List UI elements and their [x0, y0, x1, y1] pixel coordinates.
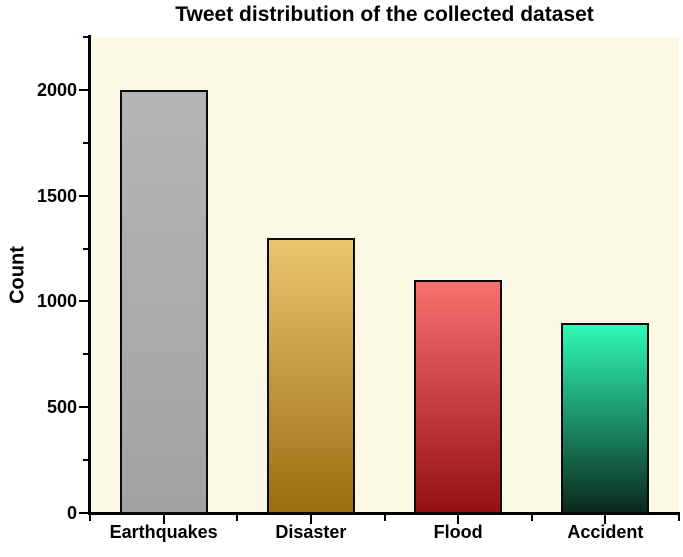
- x-major-tick: [309, 515, 312, 524]
- y-tick-label-1000: 1000: [36, 291, 77, 312]
- category-label-disaster: Disaster: [275, 522, 347, 542]
- x-minor-tick: [236, 515, 239, 521]
- bar-accident: [561, 322, 650, 514]
- y-tick-label-1500: 1500: [36, 185, 77, 206]
- y-tick-label-500: 500: [46, 397, 77, 418]
- x-major-tick: [457, 515, 460, 524]
- x-major-tick: [162, 515, 165, 524]
- category-label-earthquakes: Earthquakes: [109, 522, 218, 542]
- y-minor-tick: [83, 36, 89, 38]
- y-minor-tick: [83, 141, 89, 144]
- y-minor-tick: [83, 353, 89, 356]
- x-minor-tick: [89, 515, 91, 521]
- chart-title: Tweet distribution of the collected data…: [175, 3, 594, 26]
- y-major-tick: [79, 88, 89, 91]
- category-label-accident: Accident: [567, 522, 644, 542]
- bar-flood: [414, 280, 503, 514]
- y-tick-label-2000: 2000: [36, 79, 77, 100]
- y-minor-tick: [83, 459, 89, 462]
- y-major-tick: [79, 194, 89, 197]
- y-axis-line: [88, 35, 91, 515]
- y-major-tick: [79, 300, 89, 303]
- bar-disaster: [266, 238, 355, 514]
- y-tick-label-0: 0: [66, 503, 77, 523]
- bar-earthquakes: [119, 89, 208, 514]
- category-label-flood: Flood: [433, 522, 483, 542]
- x-axis-line: [88, 512, 680, 515]
- x-minor-tick: [530, 515, 533, 521]
- y-minor-tick: [83, 247, 89, 250]
- y-major-tick: [79, 406, 89, 409]
- x-minor-tick: [678, 515, 680, 521]
- y-major-tick: [79, 512, 89, 514]
- x-minor-tick: [383, 515, 386, 521]
- x-major-tick: [604, 515, 607, 524]
